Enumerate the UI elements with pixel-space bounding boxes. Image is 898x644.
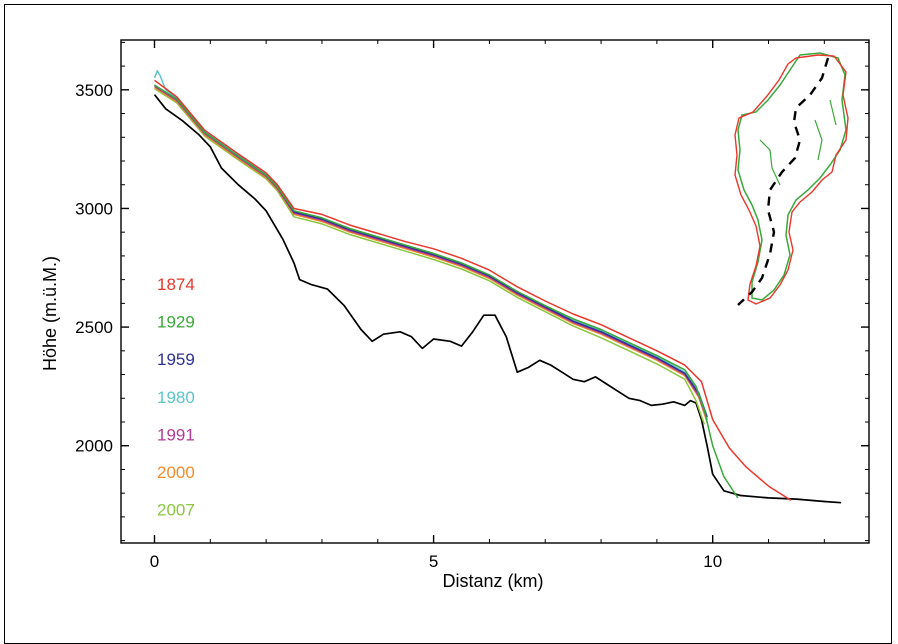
series-line-1980: [153, 70, 708, 417]
y-axis-title: Höhe (m.ü.M.): [40, 256, 60, 371]
series-line-1991: [154, 85, 708, 420]
legend-label-1980: 1980: [157, 388, 195, 407]
legend-label-2000: 2000: [157, 463, 195, 482]
series-line-2000: [154, 86, 708, 423]
legend-label-1959: 1959: [157, 350, 195, 369]
series-line-2007: [154, 87, 706, 425]
x-axis-title: Distanz (km): [442, 571, 543, 591]
glacier-outline-green: [737, 52, 847, 301]
plot-area-border: [120, 39, 870, 544]
y-tick-label: 2000: [75, 437, 113, 456]
legend-label-1991: 1991: [157, 425, 195, 444]
glacier-inner-ice-green: [759, 99, 837, 186]
legend-label-2007: 2007: [157, 501, 195, 520]
x-tick-label: 10: [703, 552, 722, 571]
x-tick-label: 0: [150, 552, 159, 571]
bedrock-line: [153, 94, 842, 504]
line-chart: 0 5 10 2000 2500 3000 3500 Distanz (km) Höhe (m.…: [40, 39, 870, 591]
series-line-1929: [154, 84, 739, 499]
x-tick-label: 5: [429, 552, 438, 571]
legend-label-1929: 1929: [157, 313, 195, 332]
legend-label-1874: 1874: [157, 275, 195, 294]
y-tick-label: 3500: [75, 81, 113, 100]
glacier-inset-map: [734, 52, 849, 306]
y-tick-label: 2500: [75, 318, 113, 337]
flowline-dashed: [737, 57, 830, 306]
y-tick-label: 3000: [75, 199, 113, 218]
glacier-outline-red: [734, 54, 849, 305]
series-line-1959: [154, 84, 708, 418]
series-line-1874: [154, 79, 792, 501]
